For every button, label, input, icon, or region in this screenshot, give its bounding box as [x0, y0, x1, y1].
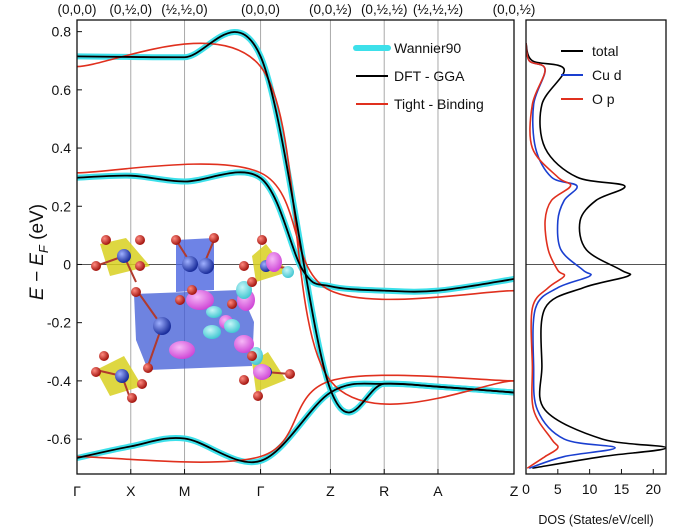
kpoint-label: Z — [510, 483, 519, 499]
orbital-lobe — [206, 306, 222, 318]
legend-label-dft-gga: DFT - GGA — [394, 68, 465, 84]
orbital-lobe — [282, 266, 294, 278]
orbital-lobe — [253, 364, 271, 380]
orbital-lobe — [186, 290, 214, 310]
dos-curve-o-p — [526, 43, 572, 469]
kpoint-coordinate: (0,½,0) — [109, 2, 152, 17]
dos-legend: total Cu d O p — [561, 43, 622, 107]
orbital-lobe — [169, 341, 195, 359]
dos-x-tick-label: 10 — [582, 481, 598, 497]
y-tick-label: 0.8 — [52, 24, 72, 40]
y-tick-label: 0.2 — [52, 198, 72, 214]
orbital-lobe — [224, 319, 240, 333]
dos-curve-cu-d — [526, 43, 616, 469]
kpoint-label: Γ — [73, 483, 81, 499]
kpoint-label: R — [379, 483, 389, 499]
copper-atom — [115, 369, 129, 383]
band-line-dft-gga — [77, 382, 514, 464]
y-tick-label: 0 — [63, 256, 71, 272]
legend-label-total: total — [592, 43, 618, 59]
orbital-lobe — [266, 252, 282, 272]
kpoint-label: M — [179, 483, 191, 499]
band-line-dft-gga — [77, 171, 514, 293]
band-line-tight-binding — [77, 42, 514, 405]
kpoint-coordinate: (0,½,½) — [361, 2, 408, 17]
y-tick-label: 0.6 — [52, 82, 72, 98]
kpoint-coordinate: (0,0,½) — [309, 2, 352, 17]
dos-x-tick-label: 20 — [645, 481, 661, 497]
copper-octahedron-shape — [134, 290, 254, 370]
kpoint-coordinate: (0,0,0) — [241, 2, 280, 17]
legend-label-cu-d: Cu d — [592, 67, 622, 83]
band-plot-frame — [76, 19, 515, 475]
dos-x-axis-label: DOS (States/eV/cell) — [538, 513, 653, 527]
y-axis-label: E − EF (eV) — [27, 204, 51, 300]
band-legend: Wannier90 DFT - GGA Tight - Binding — [353, 40, 484, 112]
dos-curve-total — [526, 43, 666, 469]
dos-x-tick-label: 15 — [614, 481, 630, 497]
kpoint-label: Γ — [257, 483, 265, 499]
dos-x-tick-label: 5 — [554, 481, 562, 497]
y-tick-label: -0.2 — [47, 315, 71, 331]
dos-panel: 0 5 10 15 20 total Cu d O p DOS (States/eV/c… — [522, 19, 667, 527]
dos-x-tick-label: 0 — [522, 481, 530, 497]
y-tick-label: -0.4 — [47, 373, 71, 389]
dos-plot-frame — [525, 19, 667, 475]
orbital-lobe — [234, 335, 254, 353]
legend-label-o-p: O p — [592, 91, 615, 107]
orbital-lobe — [203, 325, 221, 339]
copper-atom — [182, 256, 198, 272]
kpoint-coordinate: (½,½,0) — [161, 2, 208, 17]
kpoint-coordinate: (0,0,0) — [57, 2, 96, 17]
kpoint-coordinate: (0,0,½) — [493, 2, 536, 17]
copper-atom — [198, 258, 214, 274]
copper-atom — [153, 317, 171, 335]
legend-label-wannier90: Wannier90 — [394, 40, 461, 56]
band-structure-panel: -0.6 -0.4 -0.2 0 0.2 0.4 0.6 0.8 Γ (0,0,0) X (0,½,… — [27, 2, 535, 499]
kpoint-label: A — [433, 483, 443, 499]
crystal-structure-orbital-inset — [91, 233, 295, 403]
y-tick-label: -0.6 — [47, 431, 71, 447]
oxygen-atoms — [91, 233, 295, 403]
kpoint-label: X — [126, 483, 136, 499]
kpoint-coordinate: (½,½,½) — [413, 2, 463, 17]
orbital-lobe — [236, 281, 252, 299]
legend-label-tight-binding: Tight - Binding — [394, 96, 484, 112]
copper-atom — [117, 249, 131, 263]
band-line-tight-binding — [77, 374, 514, 463]
y-tick-label: 0.4 — [52, 140, 72, 156]
kpoint-label: Z — [326, 483, 335, 499]
band-line-tight-binding — [77, 163, 514, 301]
